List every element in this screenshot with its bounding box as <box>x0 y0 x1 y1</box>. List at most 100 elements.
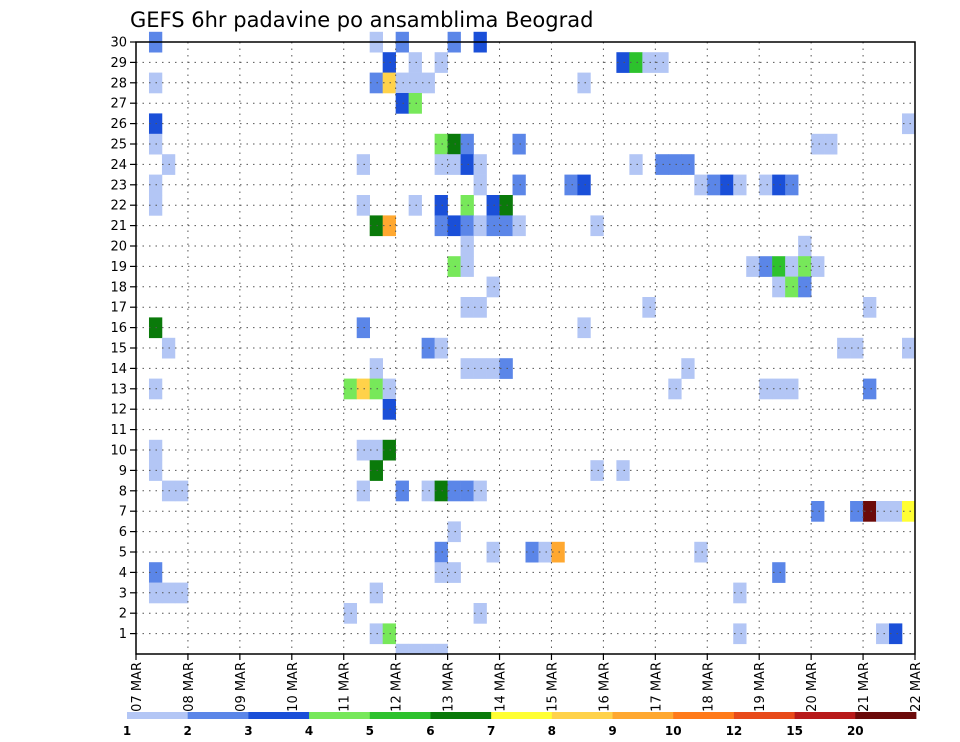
heatmap-cell <box>434 480 448 502</box>
heatmap-cell <box>876 501 890 522</box>
heatmap-cell <box>577 174 591 196</box>
legend-color-swatch <box>855 712 917 719</box>
heatmap-cell <box>395 643 409 655</box>
heatmap-cell <box>434 154 448 175</box>
heatmap-cell <box>811 501 825 522</box>
heatmap-cell <box>382 399 396 420</box>
heatmap-cell <box>369 378 383 400</box>
heatmap-cell <box>538 541 552 563</box>
heatmap-cell <box>356 439 370 461</box>
heatmap-cell <box>473 154 487 175</box>
heatmap-cell <box>486 195 500 216</box>
heatmap-cell <box>785 174 799 196</box>
heatmap-cell <box>473 603 487 624</box>
y-tick-label: 13 <box>110 382 127 397</box>
heatmap-cell <box>473 215 487 237</box>
legend-label: 15 <box>786 724 803 738</box>
heatmap-cell <box>369 460 383 481</box>
heatmap-cell <box>434 643 448 655</box>
plot-frame <box>135 41 916 655</box>
heatmap-cell <box>876 623 890 645</box>
heatmap-cell <box>772 276 786 298</box>
heatmap-cell <box>577 317 591 339</box>
heatmap-cell <box>356 195 370 216</box>
heatmap-cell <box>629 154 643 175</box>
heatmap-cell <box>798 276 812 298</box>
heatmap-cell <box>759 174 773 196</box>
heatmap-cell <box>694 174 708 196</box>
heatmap-cell <box>512 174 526 196</box>
x-tick-label: 17 MAR <box>649 662 664 712</box>
heatmap-cell <box>356 378 370 400</box>
heatmap-cell <box>434 215 448 237</box>
heatmap-cell <box>551 541 565 563</box>
y-tick-label: 9 <box>119 464 127 479</box>
heatmap-cell <box>759 378 773 400</box>
heatmap-cell <box>863 501 877 522</box>
x-tick-label: 16 MAR <box>597 662 612 712</box>
heatmap-cell <box>408 93 422 114</box>
heatmap-cell <box>408 195 422 216</box>
heatmap-cell <box>421 643 435 655</box>
heatmap-cell <box>720 174 734 196</box>
legend-label: 5 <box>366 724 374 738</box>
heatmap-cell <box>837 337 851 359</box>
heatmap-cell <box>486 358 500 379</box>
heatmap-cell <box>460 154 474 175</box>
heatmap-cell <box>382 378 396 400</box>
legend-color-swatch <box>733 712 796 719</box>
heatmap-cell <box>408 72 422 94</box>
x-tick-label: 18 MAR <box>701 662 716 712</box>
heatmap-cell <box>785 378 799 400</box>
legend-label: 8 <box>548 724 556 738</box>
legend-color-swatch <box>551 712 613 719</box>
heatmap-cell <box>434 337 448 359</box>
legend-color-swatch <box>248 712 310 719</box>
y-tick-label: 24 <box>110 158 127 173</box>
heatmap-cell <box>356 317 370 339</box>
heatmap-cell <box>395 93 409 114</box>
heatmap-cell <box>733 623 747 645</box>
y-tick-label: 30 <box>110 36 127 51</box>
x-tick-label: 08 MAR <box>182 662 197 712</box>
y-tick-label: 4 <box>119 566 127 581</box>
heatmap-cell <box>447 256 461 277</box>
heatmap-cell <box>772 174 786 196</box>
legend-color-swatch <box>369 712 431 719</box>
heatmap-cell <box>811 133 825 155</box>
y-tick-label: 5 <box>119 546 127 561</box>
heatmap-cell <box>447 133 461 155</box>
y-tick-label: 23 <box>110 178 127 193</box>
y-tick-label: 11 <box>110 423 127 438</box>
grid-lines <box>136 41 915 654</box>
legend-label: 10 <box>665 724 682 738</box>
heatmap-cell <box>681 154 695 175</box>
heatmap-cell <box>590 460 604 481</box>
y-tick-label: 22 <box>110 199 127 214</box>
y-tick-label: 25 <box>110 138 127 153</box>
heatmap-cell <box>460 215 474 237</box>
heatmap-cell <box>629 52 643 73</box>
y-tick-label: 28 <box>110 76 127 91</box>
legend-label: 9 <box>608 724 616 738</box>
legend-color-swatch <box>673 712 735 719</box>
x-tick-label: 15 MAR <box>545 662 560 712</box>
heatmap-cell <box>850 501 864 522</box>
legend-label: 2 <box>184 724 192 738</box>
heatmap-cell <box>499 215 513 237</box>
heatmap-cell <box>447 480 461 502</box>
heatmap-cell <box>616 460 630 481</box>
x-axis-ticks: 07 MAR 08 MAR 09 MAR 10 MAR 11 MAR 12 MAR 13 M… <box>130 654 924 712</box>
heatmap-cell <box>642 52 656 73</box>
y-tick-label: 12 <box>110 403 127 418</box>
heatmap-cell <box>447 521 461 543</box>
legend-label: 7 <box>487 724 495 738</box>
heatmap-cell <box>408 643 422 655</box>
heatmap-cell <box>798 256 812 277</box>
heatmap-cell <box>343 603 358 624</box>
y-tick-label: 10 <box>110 444 127 459</box>
x-tick-label: 20 MAR <box>805 662 820 712</box>
heatmap-cell <box>369 439 383 461</box>
y-tick-label: 14 <box>110 362 127 377</box>
